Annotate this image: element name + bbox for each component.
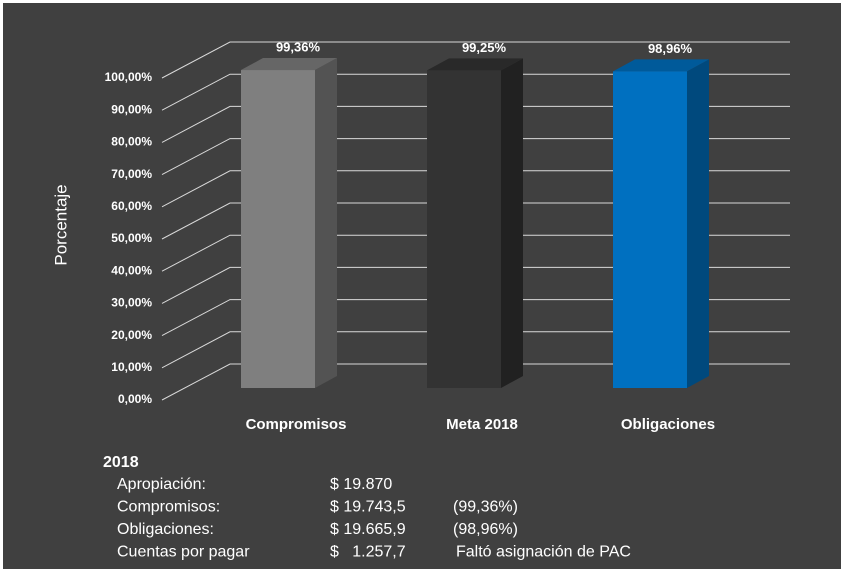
grid-line bbox=[161, 299, 790, 337]
summary-cell: (99,36%) bbox=[453, 499, 518, 516]
bar-top bbox=[613, 59, 709, 72]
summary-cell: Obligaciones: bbox=[117, 521, 214, 538]
summary-cell: $ 19.870 bbox=[330, 476, 392, 493]
x-tick-label: Obligaciones bbox=[621, 416, 715, 433]
value-label: 99,25% bbox=[462, 40, 507, 55]
value-label: 98,96% bbox=[648, 41, 693, 56]
y-tick-label: 90,00% bbox=[111, 102, 152, 116]
summary-cell: Apropiación: bbox=[117, 476, 206, 493]
y-tick-label: 60,00% bbox=[111, 199, 152, 213]
grid-line bbox=[161, 266, 790, 304]
bar-side bbox=[501, 58, 523, 389]
x-tick-label: Meta 2018 bbox=[446, 416, 518, 433]
bar bbox=[241, 70, 315, 388]
summary-cell: $ 19.743,5 bbox=[330, 499, 406, 516]
y-tick-label: 0,00% bbox=[118, 392, 152, 406]
bar-side bbox=[687, 59, 709, 388]
summary-title: 2018 bbox=[103, 454, 139, 471]
summary-cell: $ 1.257,7 bbox=[330, 544, 406, 561]
summary-cell: Faltó asignación de PAC bbox=[456, 544, 631, 561]
grid-line bbox=[161, 331, 790, 369]
y-tick-label: 80,00% bbox=[111, 135, 152, 149]
summary-cell: Compromisos: bbox=[117, 499, 220, 516]
bar bbox=[427, 70, 501, 389]
grid-line bbox=[161, 105, 790, 143]
summary-cell: (98,96%) bbox=[453, 521, 518, 538]
y-tick-label: 30,00% bbox=[111, 296, 152, 310]
grid-line bbox=[161, 234, 790, 272]
y-tick-label: 20,00% bbox=[111, 328, 152, 342]
grid-line bbox=[161, 363, 790, 401]
grid-line bbox=[161, 73, 790, 111]
bar-top bbox=[241, 58, 337, 71]
x-tick-label: Compromisos bbox=[246, 416, 347, 433]
summary-cell: Cuentas por pagar bbox=[117, 544, 250, 561]
grid-line bbox=[161, 41, 790, 79]
y-tick-label: 50,00% bbox=[111, 231, 152, 245]
grid-line bbox=[161, 170, 790, 208]
y-tick-label: 10,00% bbox=[111, 360, 152, 374]
value-label: 99,36% bbox=[276, 39, 321, 54]
y-axis-label: Porcentaje bbox=[51, 184, 70, 265]
bar-side bbox=[315, 58, 337, 388]
grid-line bbox=[161, 202, 790, 240]
y-tick-label: 40,00% bbox=[111, 263, 152, 277]
y-tick-label: 70,00% bbox=[111, 167, 152, 181]
bar-top bbox=[427, 58, 523, 71]
y-tick-label: 100,00% bbox=[105, 70, 153, 84]
bar bbox=[613, 71, 687, 388]
summary-cell: $ 19.665,9 bbox=[330, 521, 406, 538]
grid-line bbox=[161, 138, 790, 176]
